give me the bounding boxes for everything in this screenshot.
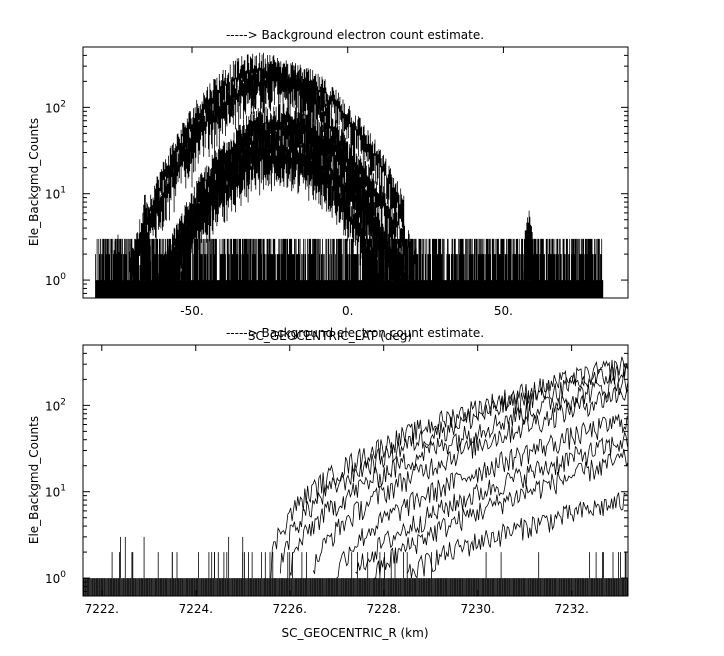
x-tick-label-1-0: -50.: [180, 304, 203, 318]
panel-radius: -----> Background electron count estimat…: [27, 326, 629, 640]
y-tick-label-2-2: 102: [45, 397, 66, 413]
x-tick-label-2-1: 7224.: [179, 602, 213, 616]
y-tick-base-1-1: 10: [45, 188, 60, 202]
x-axis-label-1: SC_GEOCENTRIC_LAT (deg): [248, 329, 412, 343]
y-tick-base-2-0: 10: [45, 572, 60, 586]
data-traces-2: [82, 356, 629, 596]
x-tick-label-2-3: 7228.: [367, 602, 401, 616]
y-axis-label-2: Ele_Backgmd_Counts: [27, 416, 41, 544]
x-axis-label-2: SC_GEOCENTRIC_R (km): [282, 626, 429, 640]
y-tick-label-1-2: 102: [45, 99, 66, 115]
spike-4: [113, 234, 121, 281]
y-tick-base-2-2: 10: [45, 399, 60, 413]
spike-2: [523, 210, 535, 281]
y-tick-exp-2-2: 2: [60, 397, 66, 407]
x-tick-label-1-1: 0.: [342, 304, 353, 318]
y-tick-exp-2-0: 0: [60, 570, 66, 580]
y-tick-base-1-2: 10: [45, 101, 60, 115]
y-tick-exp-2-1: 1: [60, 484, 66, 494]
chart-title-1: -----> Background electron count estimat…: [226, 28, 484, 42]
panel-latitude: -----> Background electron count estimat…: [27, 28, 629, 343]
trace-2: [289, 372, 629, 576]
spike-3: [180, 210, 191, 281]
trace-5: [355, 430, 628, 575]
spike-1: [169, 227, 177, 281]
spike-0: [139, 194, 152, 281]
plot-frame-1: [82, 46, 629, 299]
noise-band-2: [82, 552, 628, 596]
y-tick-exp-1-2: 2: [60, 99, 66, 109]
y-tick-exp-1-0: 0: [60, 272, 66, 282]
y-tick-exp-1-1: 1: [60, 186, 66, 196]
y-tick-label-1-0: 100: [45, 272, 66, 288]
trace-3: [312, 383, 628, 574]
y-tick-base-2-1: 10: [45, 486, 60, 500]
plot-frame-2: [82, 344, 629, 597]
trace-4: [336, 414, 628, 579]
y-axis-label-1: Ele_Backgmd_Counts: [27, 118, 41, 246]
y-tick-label-2-0: 100: [45, 570, 66, 586]
y-tick-base-1-0: 10: [45, 274, 60, 288]
trace-1: [279, 364, 628, 574]
x-tick-label-2-5: 7232.: [554, 602, 588, 616]
x-tick-label-2-2: 7226.: [273, 602, 307, 616]
x-tick-label-1-2: 50.: [494, 304, 513, 318]
x-tick-label-2-0: 7222.: [85, 602, 119, 616]
trace-0: [270, 356, 628, 579]
chart-title-2: -----> Background electron count estimat…: [226, 326, 484, 340]
y-tick-label-1-1: 101: [45, 186, 66, 202]
trace-6: [374, 448, 629, 579]
noise-band-1: [95, 238, 604, 298]
trace-7: [406, 492, 628, 579]
y-tick-label-2-1: 101: [45, 484, 66, 500]
data-traces-1: [95, 52, 604, 298]
x-tick-label-2-4: 7230.: [460, 602, 494, 616]
